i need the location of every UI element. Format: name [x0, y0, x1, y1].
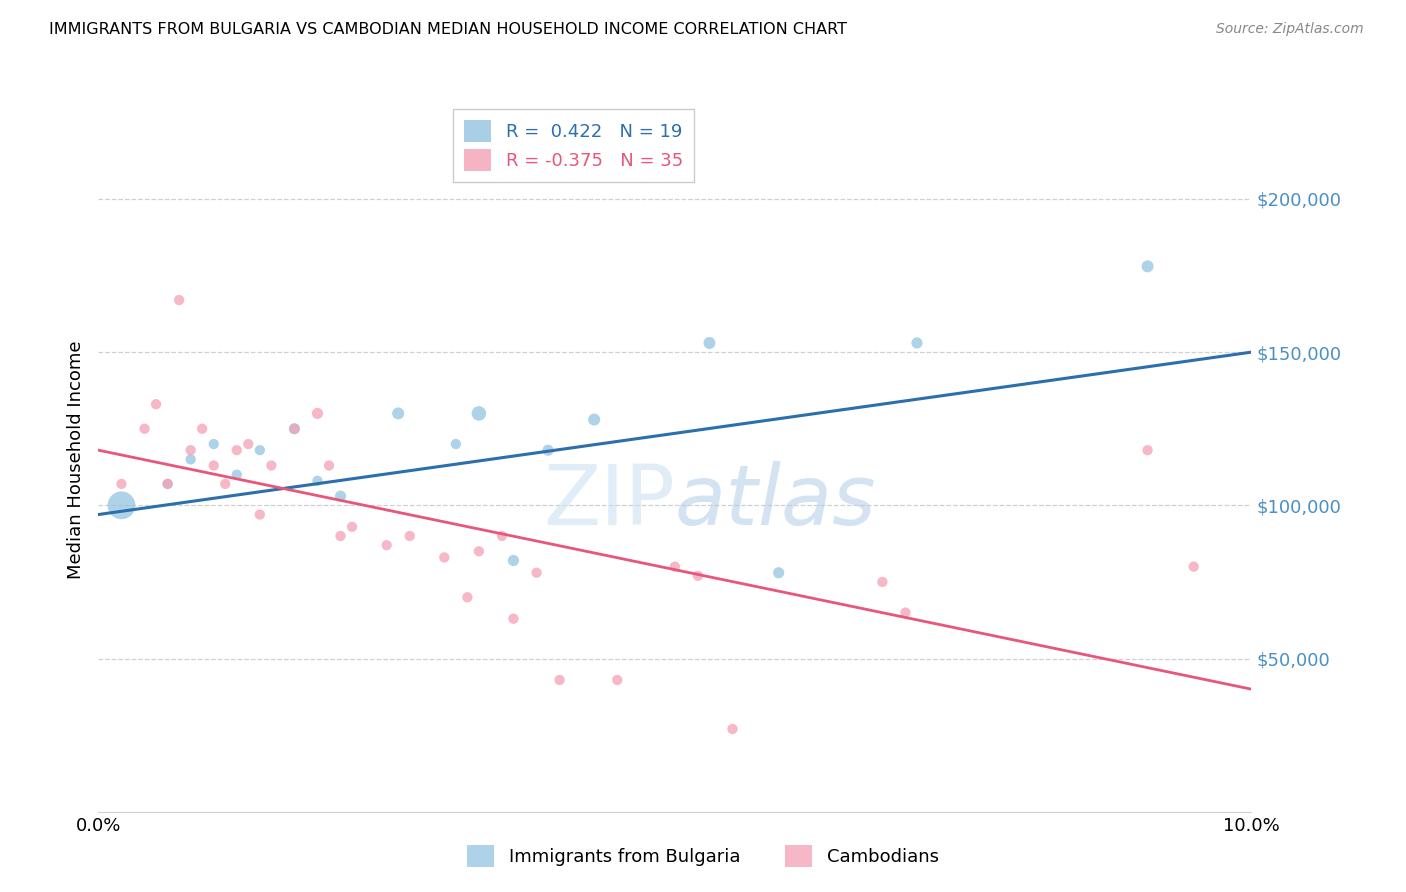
Text: IMMIGRANTS FROM BULGARIA VS CAMBODIAN MEDIAN HOUSEHOLD INCOME CORRELATION CHART: IMMIGRANTS FROM BULGARIA VS CAMBODIAN ME…: [49, 22, 848, 37]
Point: [191, 422, 214, 436]
Point: [606, 673, 628, 687]
Point: [249, 508, 271, 522]
Point: [249, 443, 271, 458]
Point: [283, 422, 305, 436]
Point: [526, 566, 548, 580]
Point: [1182, 559, 1205, 574]
Point: [664, 559, 686, 574]
Y-axis label: Median Household Income: Median Household Income: [66, 340, 84, 579]
Point: [894, 606, 917, 620]
Point: [202, 458, 225, 473]
Point: [283, 422, 305, 436]
Point: [699, 335, 721, 350]
Point: [872, 574, 894, 589]
Point: [180, 443, 202, 458]
Point: [433, 550, 456, 565]
Point: [307, 406, 329, 420]
Point: [375, 538, 398, 552]
Point: [134, 422, 156, 436]
Point: [502, 612, 524, 626]
Point: [214, 476, 236, 491]
Legend: R =  0.422   N = 19, R = -0.375   N = 35: R = 0.422 N = 19, R = -0.375 N = 35: [453, 109, 693, 182]
Point: [180, 452, 202, 467]
Point: [329, 489, 352, 503]
Text: Source: ZipAtlas.com: Source: ZipAtlas.com: [1216, 22, 1364, 37]
Point: [260, 458, 283, 473]
Point: [468, 544, 491, 558]
Point: [398, 529, 420, 543]
Point: [1136, 260, 1159, 274]
Point: [456, 591, 478, 605]
Text: atlas: atlas: [675, 461, 876, 542]
Point: [225, 467, 247, 482]
Legend: Immigrants from Bulgaria, Cambodians: Immigrants from Bulgaria, Cambodians: [460, 838, 946, 874]
Point: [156, 476, 179, 491]
Point: [145, 397, 167, 411]
Point: [721, 722, 744, 736]
Point: [583, 412, 606, 426]
Point: [686, 569, 709, 583]
Point: [905, 335, 928, 350]
Point: [110, 499, 132, 513]
Point: [468, 406, 491, 420]
Point: [502, 553, 524, 567]
Point: [202, 437, 225, 451]
Point: [225, 443, 247, 458]
Point: [537, 443, 560, 458]
Point: [238, 437, 260, 451]
Point: [387, 406, 409, 420]
Point: [110, 476, 132, 491]
Point: [444, 437, 467, 451]
Point: [318, 458, 340, 473]
Point: [329, 529, 352, 543]
Point: [340, 520, 363, 534]
Text: ZIP: ZIP: [543, 461, 675, 542]
Point: [491, 529, 513, 543]
Point: [1136, 443, 1159, 458]
Point: [167, 293, 190, 307]
Point: [768, 566, 790, 580]
Point: [156, 476, 179, 491]
Point: [548, 673, 571, 687]
Point: [307, 474, 329, 488]
